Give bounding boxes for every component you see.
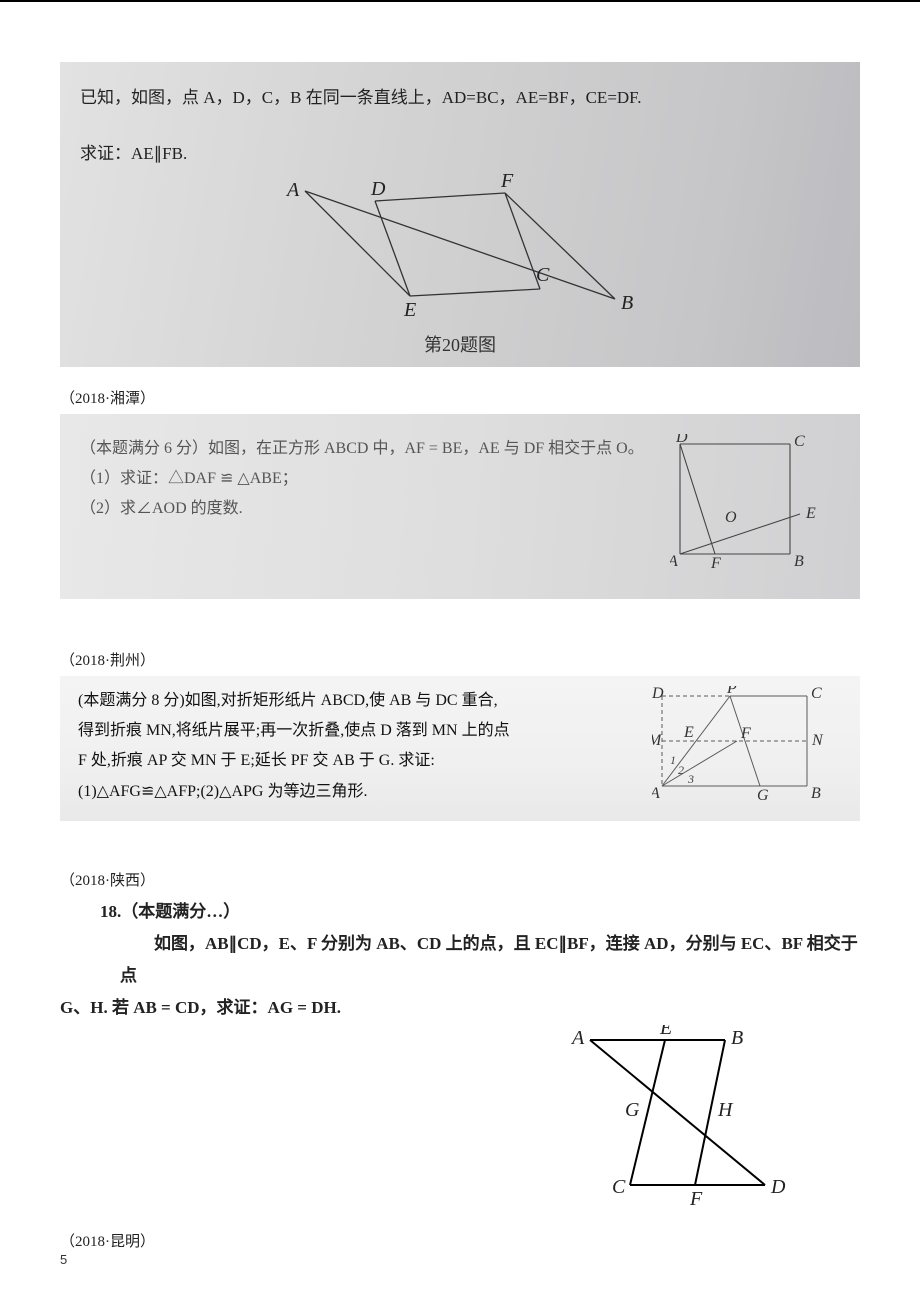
problem-4: 18.（本题满分…） 如图，AB∥CD，E、F 分别为 AB、CD 上的点，且 … [60,896,860,1210]
svg-text:E: E [805,505,816,522]
svg-text:A: A [670,553,678,570]
svg-text:2: 2 [678,763,684,777]
svg-text:D: D [675,434,688,446]
svg-text:E: E [403,299,416,321]
figure-1-caption: 第20题图 [80,331,840,357]
svg-text:N: N [811,732,824,749]
problem-2: （本题满分 6 分）如图，在正方形 ABCD 中，AF = BE，AE 与 DF… [60,414,860,599]
problem-2-line1: （本题满分 6 分）如图，在正方形 ABCD 中，AF = BE，AE 与 DF… [80,434,670,464]
document-page: 已知，如图，点 A，D，C，B 在同一条直线上，AD=BC，AE=BF，CE=D… [0,0,920,1297]
source-tag-kunming: （2018·昆明） [60,1230,860,1251]
problem-3-line1: (本题满分 8 分)如图,对折矩形纸片 ABCD,使 AB 与 DC 重合, [78,686,644,716]
svg-text:3: 3 [687,772,694,786]
problem-1: 已知，如图，点 A，D，C，B 在同一条直线上，AD=BC，AE=BF，CE=D… [60,62,860,367]
svg-text:C: C [536,264,550,286]
svg-text:G: G [625,1099,640,1121]
problem-2-figure: D C A B E F O [670,434,830,584]
svg-text:E: E [659,1025,672,1039]
svg-text:C: C [794,434,805,450]
svg-text:E: E [683,724,694,741]
svg-text:A: A [570,1027,585,1049]
problem-3: (本题满分 8 分)如图,对折矩形纸片 ABCD,使 AB 与 DC 重合, 得… [60,676,860,821]
svg-text:A: A [285,179,300,201]
problem-3-line2: 得到折痕 MN,将纸片展平;再一次折叠,使点 D 落到 MN 上的点 [78,716,644,746]
problem-3-line3: F 处,折痕 AP 交 MN 于 E;延长 PF 交 AB 于 G. 求证: [78,746,644,776]
svg-text:O: O [725,509,737,526]
problem-4-figure: A E B G H C F D [550,1025,800,1210]
svg-text:F: F [500,171,514,192]
svg-text:C: C [811,686,822,702]
svg-text:D: D [370,178,386,200]
svg-text:F: F [710,555,721,572]
svg-text:F: F [689,1188,703,1210]
problem-4-line2: G、H. 若 AB = CD，求证：AG = DH. [60,992,860,1024]
problem-2-line3: （2）求∠AOD 的度数. [80,494,670,524]
svg-text:M: M [652,732,663,749]
problem-1-given: 已知，如图，点 A，D，C，B 在同一条直线上，AD=BC，AE=BF，CE=D… [80,82,840,114]
source-tag-shaanxi: （2018·陕西） [60,869,860,890]
problem-1-figure: A D F E C B [265,171,655,331]
problem-4-heading: 18.（本题满分…） [60,896,860,928]
page-number: 5 [60,1252,67,1267]
svg-text:P: P [726,686,737,697]
svg-text:D: D [652,686,664,702]
svg-text:F: F [740,725,751,742]
source-tag-xiangtan: （2018·湘潭） [60,387,860,408]
svg-text:G: G [757,787,769,804]
svg-text:B: B [731,1027,743,1049]
svg-text:H: H [717,1099,734,1121]
source-tag-jingzhou: （2018·荆州） [60,649,860,670]
svg-text:1: 1 [670,753,676,767]
problem-2-line2: （1）求证：△DAF ≌ △ABE； [80,464,670,494]
svg-text:D: D [770,1176,786,1198]
svg-text:A: A [652,785,660,802]
problem-3-line4: (1)△AFG≌△AFP;(2)△APG 为等边三角形. [78,777,644,807]
svg-text:B: B [811,785,821,802]
problem-4-line1: 如图，AB∥CD，E、F 分别为 AB、CD 上的点，且 EC∥BF，连接 AD… [60,928,860,993]
svg-text:B: B [621,292,633,314]
svg-text:B: B [794,553,804,570]
problem-3-figure: D P C M E F N A G B 123 [652,686,837,806]
svg-text:C: C [612,1176,626,1198]
problem-1-prove: 求证：AE∥FB. [80,138,840,170]
